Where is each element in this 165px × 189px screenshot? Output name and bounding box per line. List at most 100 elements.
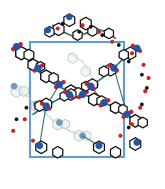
- Circle shape: [124, 111, 130, 117]
- Polygon shape: [94, 141, 104, 154]
- Circle shape: [45, 28, 50, 33]
- Circle shape: [101, 34, 103, 36]
- Polygon shape: [66, 89, 76, 100]
- Polygon shape: [28, 59, 38, 70]
- Circle shape: [12, 129, 15, 132]
- Circle shape: [33, 69, 36, 72]
- Bar: [30, 42, 124, 157]
- Polygon shape: [60, 91, 69, 101]
- Polygon shape: [88, 26, 97, 36]
- Circle shape: [98, 30, 100, 33]
- Polygon shape: [130, 115, 141, 127]
- Circle shape: [78, 95, 81, 98]
- Circle shape: [64, 91, 67, 94]
- Polygon shape: [89, 93, 99, 106]
- Polygon shape: [31, 100, 41, 112]
- Circle shape: [92, 87, 95, 90]
- Circle shape: [101, 100, 107, 106]
- Circle shape: [80, 91, 85, 98]
- Circle shape: [88, 83, 94, 89]
- Circle shape: [12, 48, 15, 51]
- Polygon shape: [68, 53, 77, 64]
- Circle shape: [144, 90, 147, 93]
- Circle shape: [99, 104, 102, 107]
- Circle shape: [43, 103, 49, 109]
- Polygon shape: [138, 117, 147, 128]
- Circle shape: [139, 106, 142, 109]
- Circle shape: [138, 49, 141, 52]
- Circle shape: [56, 82, 62, 88]
- Circle shape: [48, 107, 51, 110]
- Circle shape: [90, 26, 92, 28]
- Polygon shape: [105, 64, 116, 76]
- Polygon shape: [19, 86, 29, 97]
- Circle shape: [25, 107, 28, 109]
- Polygon shape: [119, 50, 128, 60]
- Circle shape: [80, 133, 85, 138]
- Circle shape: [128, 60, 130, 63]
- Circle shape: [111, 65, 117, 71]
- Circle shape: [85, 91, 88, 94]
- Circle shape: [111, 40, 114, 43]
- Polygon shape: [111, 102, 120, 113]
- Circle shape: [37, 143, 42, 148]
- Circle shape: [41, 102, 44, 105]
- Polygon shape: [41, 70, 52, 83]
- Circle shape: [78, 31, 80, 33]
- Circle shape: [32, 139, 34, 142]
- Circle shape: [41, 64, 44, 67]
- Polygon shape: [119, 105, 127, 114]
- Circle shape: [62, 81, 65, 84]
- Polygon shape: [36, 141, 47, 154]
- Polygon shape: [111, 146, 120, 158]
- Polygon shape: [35, 101, 44, 111]
- Circle shape: [128, 126, 130, 129]
- Polygon shape: [41, 98, 52, 111]
- Polygon shape: [82, 131, 91, 141]
- Circle shape: [93, 82, 98, 87]
- Polygon shape: [66, 85, 76, 98]
- Polygon shape: [45, 26, 54, 37]
- Polygon shape: [87, 79, 97, 90]
- Polygon shape: [99, 66, 109, 77]
- Polygon shape: [80, 17, 91, 30]
- Circle shape: [141, 103, 143, 105]
- Circle shape: [134, 139, 140, 145]
- Circle shape: [67, 15, 72, 19]
- Circle shape: [81, 24, 84, 26]
- Circle shape: [108, 64, 111, 67]
- Circle shape: [85, 82, 88, 85]
- Circle shape: [107, 99, 110, 102]
- Circle shape: [71, 95, 74, 98]
- Circle shape: [115, 69, 118, 72]
- Polygon shape: [16, 47, 27, 60]
- Circle shape: [62, 22, 64, 25]
- Polygon shape: [82, 81, 90, 91]
- Polygon shape: [53, 146, 63, 158]
- Circle shape: [57, 120, 62, 125]
- Polygon shape: [39, 101, 48, 111]
- Circle shape: [146, 87, 148, 89]
- Polygon shape: [36, 62, 45, 71]
- Polygon shape: [125, 47, 136, 60]
- Circle shape: [130, 110, 133, 113]
- Circle shape: [66, 91, 72, 98]
- Polygon shape: [24, 49, 34, 60]
- Circle shape: [19, 43, 22, 46]
- Polygon shape: [81, 66, 90, 77]
- Polygon shape: [104, 28, 114, 39]
- Circle shape: [119, 134, 122, 137]
- Circle shape: [131, 44, 134, 47]
- Polygon shape: [97, 96, 106, 106]
- Polygon shape: [73, 30, 82, 40]
- Polygon shape: [53, 119, 63, 130]
- Circle shape: [147, 77, 150, 79]
- Circle shape: [131, 123, 133, 125]
- Polygon shape: [130, 138, 141, 150]
- Circle shape: [14, 44, 19, 50]
- Polygon shape: [53, 23, 64, 36]
- Circle shape: [34, 102, 39, 107]
- Polygon shape: [11, 85, 22, 98]
- Circle shape: [56, 27, 59, 30]
- Circle shape: [142, 64, 145, 66]
